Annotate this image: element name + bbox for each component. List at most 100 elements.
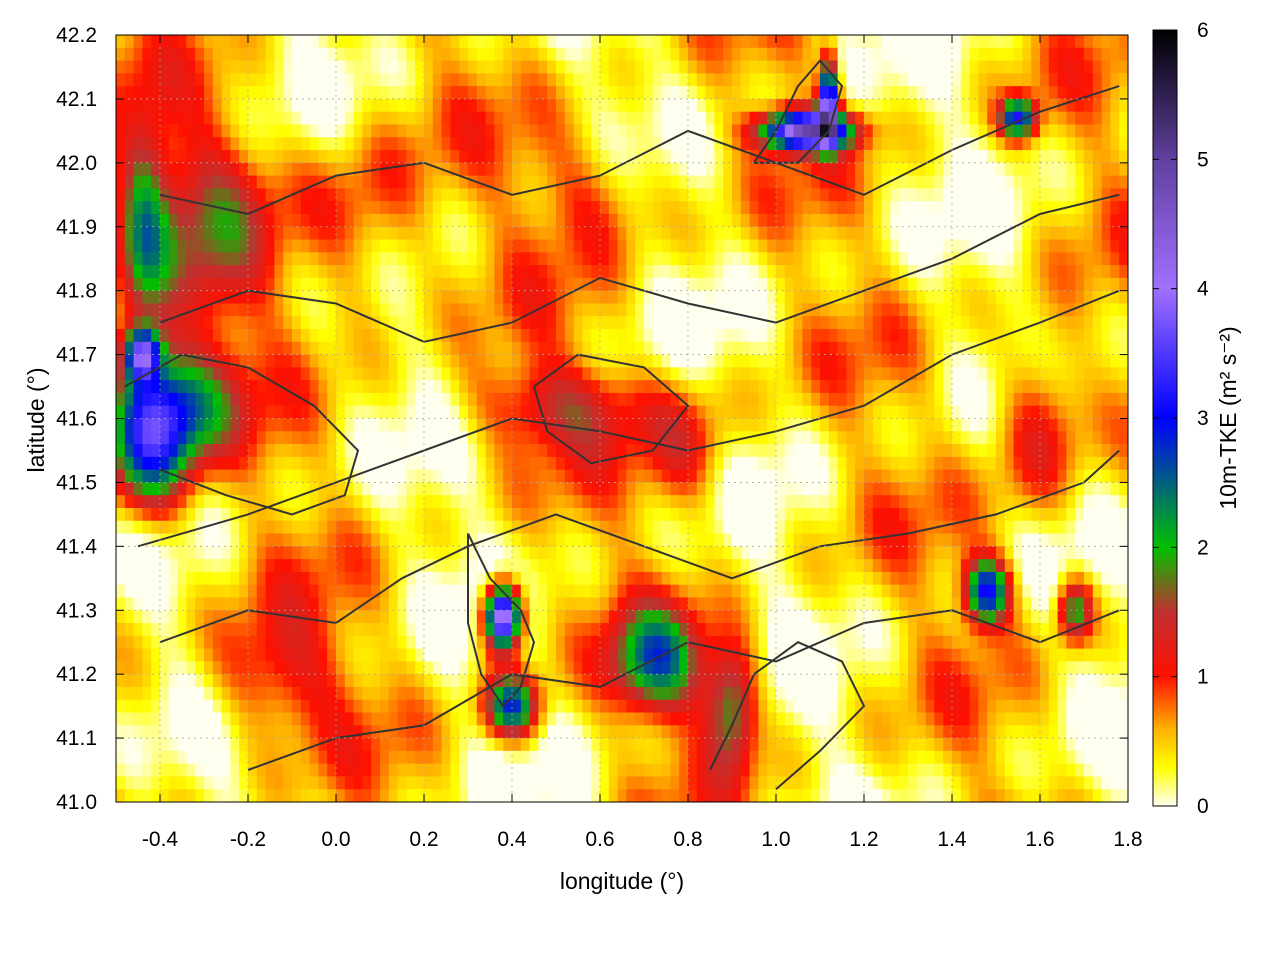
heatmap-cell <box>362 137 372 151</box>
heatmap-cell <box>292 277 302 292</box>
heatmap-cell <box>327 482 337 496</box>
heatmap-cell <box>160 316 170 330</box>
heatmap-cell <box>1040 392 1050 407</box>
heatmap-cell <box>582 405 592 420</box>
heatmap-cell <box>362 469 372 484</box>
heatmap-cell <box>987 35 997 49</box>
heatmap-cell <box>397 495 407 509</box>
heatmap-cell <box>696 86 707 100</box>
heatmap-cell <box>1022 265 1032 279</box>
heatmap-cell <box>776 495 786 509</box>
heatmap-cell <box>696 60 707 74</box>
heatmap-cell <box>793 35 803 49</box>
heatmap-cell <box>520 277 531 292</box>
heatmap-cell <box>371 316 381 330</box>
heatmap-cell <box>441 405 451 420</box>
heatmap-cell <box>353 73 363 87</box>
heatmap-cell <box>996 559 1006 573</box>
heatmap-cell <box>855 290 865 305</box>
heatmap-cell <box>670 520 680 535</box>
heatmap-cell <box>318 47 328 62</box>
heatmap-cell <box>811 86 821 100</box>
heatmap-cell <box>600 392 610 407</box>
heatmap-cell <box>151 201 161 215</box>
heatmap-cell <box>512 60 522 74</box>
heatmap-cell <box>362 47 372 62</box>
heatmap-cell <box>230 559 240 573</box>
heatmap-cell <box>820 559 830 573</box>
heatmap-cell <box>776 571 786 586</box>
heatmap-cell <box>644 124 654 138</box>
heatmap-cell <box>1048 546 1059 560</box>
heatmap-cell <box>881 201 891 215</box>
heatmap-cell <box>503 124 513 138</box>
heatmap-cell <box>864 571 874 586</box>
heatmap-cell <box>793 98 803 113</box>
heatmap-cell <box>274 571 284 586</box>
heatmap-cell <box>124 86 135 100</box>
heatmap-cell <box>591 392 601 407</box>
heatmap-cell <box>978 495 988 509</box>
heatmap-cell <box>1040 405 1050 420</box>
heatmap-cell <box>908 367 918 381</box>
heatmap-cell <box>1119 252 1128 266</box>
heatmap-cell <box>160 303 170 317</box>
heatmap-cell <box>432 354 443 368</box>
heatmap-cell <box>116 277 126 292</box>
heatmap-cell <box>626 546 636 560</box>
heatmap-cell <box>828 431 839 445</box>
heatmap-cell <box>644 482 654 496</box>
heatmap-cell <box>767 571 777 586</box>
heatmap-cell <box>538 290 548 305</box>
heatmap-cell <box>309 124 319 138</box>
heatmap-cell <box>406 533 416 547</box>
heatmap-cell <box>177 316 187 330</box>
heatmap-cell <box>846 431 856 445</box>
heatmap-cell <box>468 380 478 394</box>
heatmap-cell <box>811 60 821 74</box>
heatmap-cell <box>230 469 240 484</box>
heatmap-cell <box>336 188 346 202</box>
heatmap-cell <box>564 469 575 484</box>
heatmap-cell <box>644 405 654 420</box>
heatmap-cell <box>239 150 249 164</box>
heatmap-cell <box>732 469 742 484</box>
heatmap-cell <box>934 380 944 394</box>
heatmap-cell <box>934 201 944 215</box>
heatmap-cell <box>661 111 671 126</box>
heatmap-cell <box>758 571 768 586</box>
heatmap-cell <box>696 175 707 189</box>
heatmap-cell <box>380 405 390 420</box>
heatmap-cell <box>732 175 742 189</box>
heatmap-cell <box>872 73 883 87</box>
heatmap-cell <box>230 418 240 432</box>
heatmap-cell <box>274 201 284 215</box>
heatmap-cell <box>943 418 953 432</box>
heatmap-cell <box>124 252 135 266</box>
heatmap-cell <box>353 47 363 62</box>
heatmap-cell <box>1048 444 1059 458</box>
heatmap-cell <box>124 405 135 420</box>
heatmap-cell <box>688 495 698 509</box>
heatmap-cell <box>784 380 795 394</box>
heatmap-cell <box>186 98 196 113</box>
heatmap-cell <box>212 98 223 113</box>
heatmap-cell <box>617 290 627 305</box>
heatmap-cell <box>908 380 918 394</box>
heatmap-cell <box>168 341 179 356</box>
heatmap-cell <box>248 137 258 151</box>
heatmap-cell <box>1004 98 1015 113</box>
heatmap-cell <box>978 533 988 547</box>
heatmap-cell <box>837 213 847 228</box>
heatmap-cell <box>1101 341 1111 356</box>
heatmap-cell <box>635 150 645 164</box>
heatmap-cell <box>608 35 619 49</box>
heatmap-cell <box>608 380 619 394</box>
heatmap-cell <box>230 367 240 381</box>
heatmap-cell <box>221 354 231 368</box>
heatmap-cell <box>670 188 680 202</box>
heatmap-cell <box>520 571 531 586</box>
heatmap-cell <box>872 341 883 356</box>
heatmap-cell <box>1075 444 1085 458</box>
heatmap-cell <box>371 290 381 305</box>
